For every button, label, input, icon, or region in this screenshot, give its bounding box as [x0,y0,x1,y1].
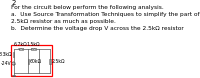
Text: 2.5kΩ resistor as much as possible.: 2.5kΩ resistor as much as possible. [11,19,116,24]
Text: +: + [12,61,15,65]
Text: -24V: -24V [1,61,12,66]
Bar [28,59,29,64]
Text: 1.5kΩ: 1.5kΩ [27,42,40,47]
Text: For the circuit below perform the following analysis.: For the circuit below perform the follow… [11,5,164,10]
Text: 8.3kΩ: 8.3kΩ [0,52,12,57]
Bar [13,52,14,57]
Bar [19,48,23,50]
Text: −: − [12,62,16,67]
Bar [31,48,36,50]
Text: 6.7kΩ: 6.7kΩ [14,42,28,47]
Text: b.  Determine the voltage drop V across the 2.5kΩ resistor: b. Determine the voltage drop V across t… [11,26,184,31]
Text: a.  Use Source Transformation Techniques to simplify the part of the circuit to : a. Use Source Transformation Techniques … [11,12,200,17]
Text: 2: 2 [11,0,16,6]
Text: 60kΩ: 60kΩ [30,59,42,64]
Bar [11,45,52,76]
Bar [49,59,51,64]
Text: 2.5kΩ: 2.5kΩ [52,59,65,64]
